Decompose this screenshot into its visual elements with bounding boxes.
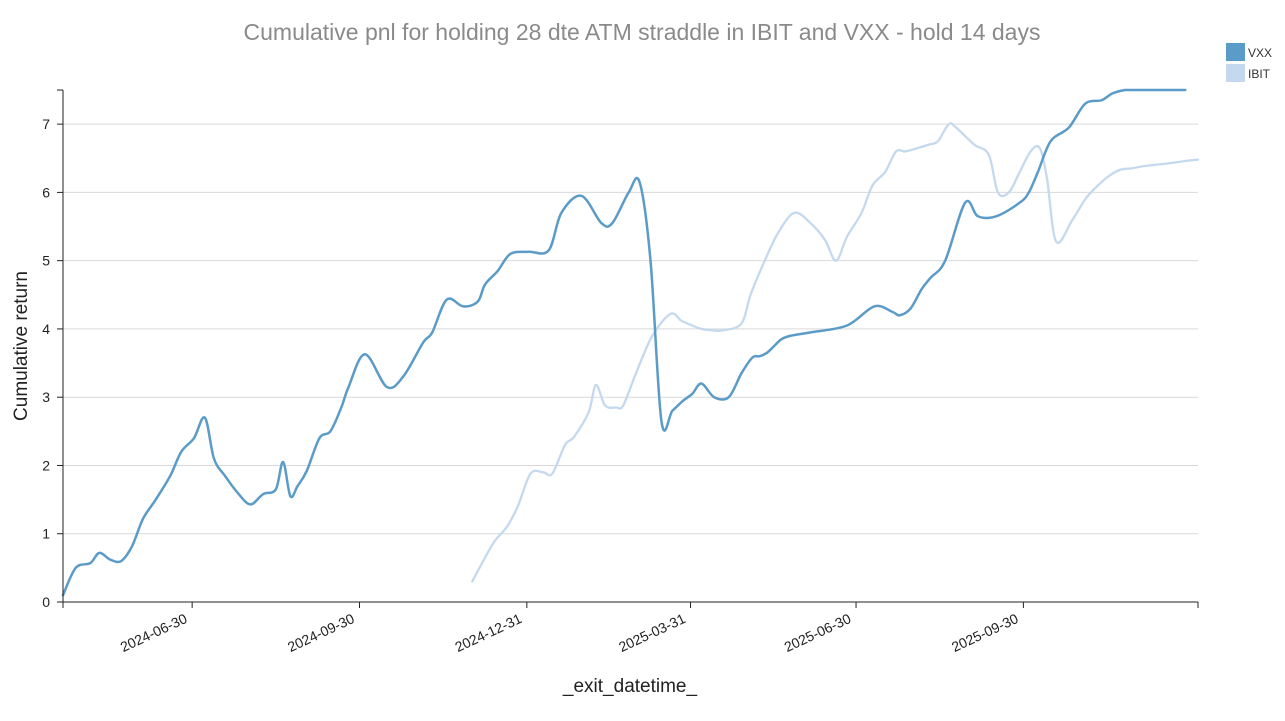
legend-label-ibit: IBIT [1248, 67, 1271, 81]
legend-swatch-ibit [1226, 64, 1245, 82]
y-tick-label: 2 [42, 457, 50, 473]
y-tick-label: 7 [42, 116, 50, 132]
x-tick-label: 2024-12-31 [452, 610, 524, 655]
axes: 0 1 2 3 4 5 6 7 2024-06-30 2024-09-30 2024-12-31 20… [42, 89, 1199, 655]
y-tick-label: 4 [42, 321, 50, 337]
legend-label-vxx: VXX [1248, 46, 1272, 60]
x-tick-label: 2024-06-30 [118, 610, 190, 655]
y-tick-label: 0 [42, 594, 50, 610]
y-tick-label: 3 [42, 389, 50, 405]
x-tick-label: 2025-03-31 [616, 610, 688, 655]
y-tick-label: 6 [42, 184, 50, 200]
gridlines [63, 123, 1198, 535]
legend: VXX IBIT [1226, 43, 1272, 82]
series-line-vxx [61, 88, 1187, 597]
x-axis-label: _exit_datetime_ [562, 676, 698, 697]
x-tick-label: 2025-06-30 [782, 610, 854, 655]
y-tick-label: 5 [42, 253, 50, 269]
series-line-ibit [471, 122, 1200, 583]
x-tick-label: 2024-09-30 [285, 610, 357, 655]
y-tick-label: 1 [42, 526, 50, 542]
y-axis-label: Cumulative return [11, 271, 32, 421]
legend-swatch-vxx [1226, 43, 1245, 61]
series-lines [61, 88, 1200, 597]
chart-title: Cumulative pnl for holding 28 dte ATM st… [244, 19, 1041, 45]
x-tick-label: 2025-09-30 [949, 610, 1021, 655]
